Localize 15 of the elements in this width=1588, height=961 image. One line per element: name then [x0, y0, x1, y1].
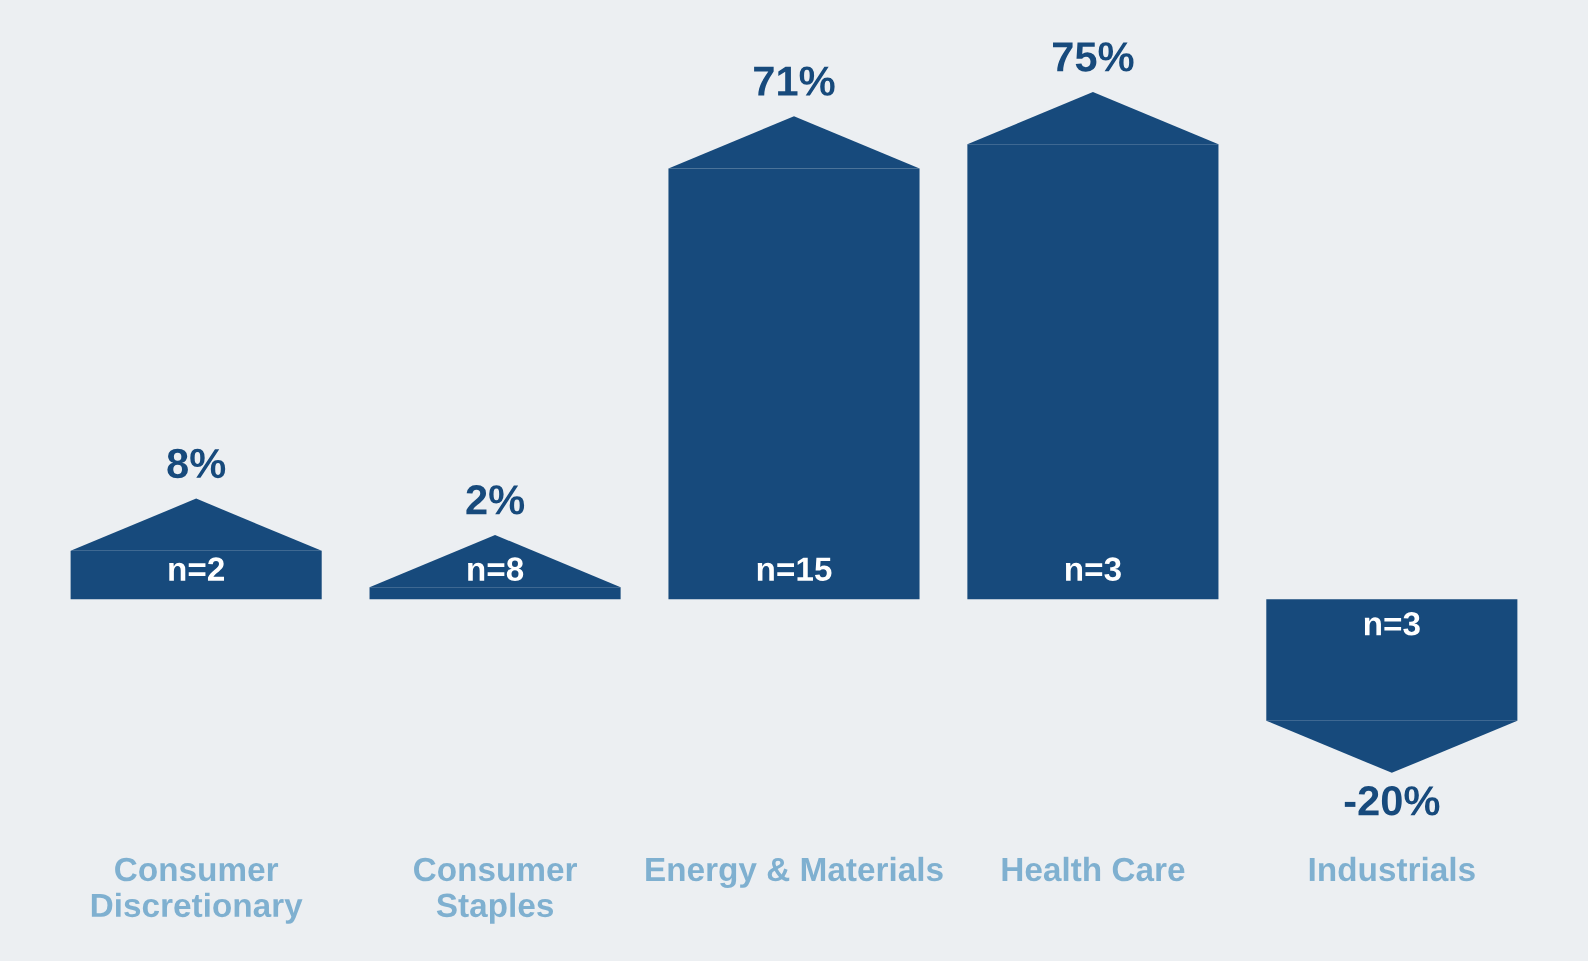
data-label: 75% [1053, 42, 1134, 72]
x-tick-label: Consumer Discretionary [91, 857, 303, 924]
x-tick-label: Health Care [1002, 856, 1185, 882]
annotation: n=3 [1364, 611, 1420, 636]
x-tick-label: Energy & Materials [646, 856, 943, 889]
data-label: 71% [754, 66, 835, 96]
x-tick-label: Consumer Staples [414, 857, 577, 924]
data-label: -20% [1344, 786, 1440, 816]
x-tick-label: Industrials [1309, 856, 1475, 882]
annotation: n=15 [757, 557, 832, 581]
annotation: n=3 [1065, 557, 1121, 582]
annotation: n=2 [169, 557, 225, 581]
data-label: 2% [466, 485, 525, 515]
annotation: n=8 [468, 557, 524, 581]
data-label: 8% [167, 448, 226, 479]
